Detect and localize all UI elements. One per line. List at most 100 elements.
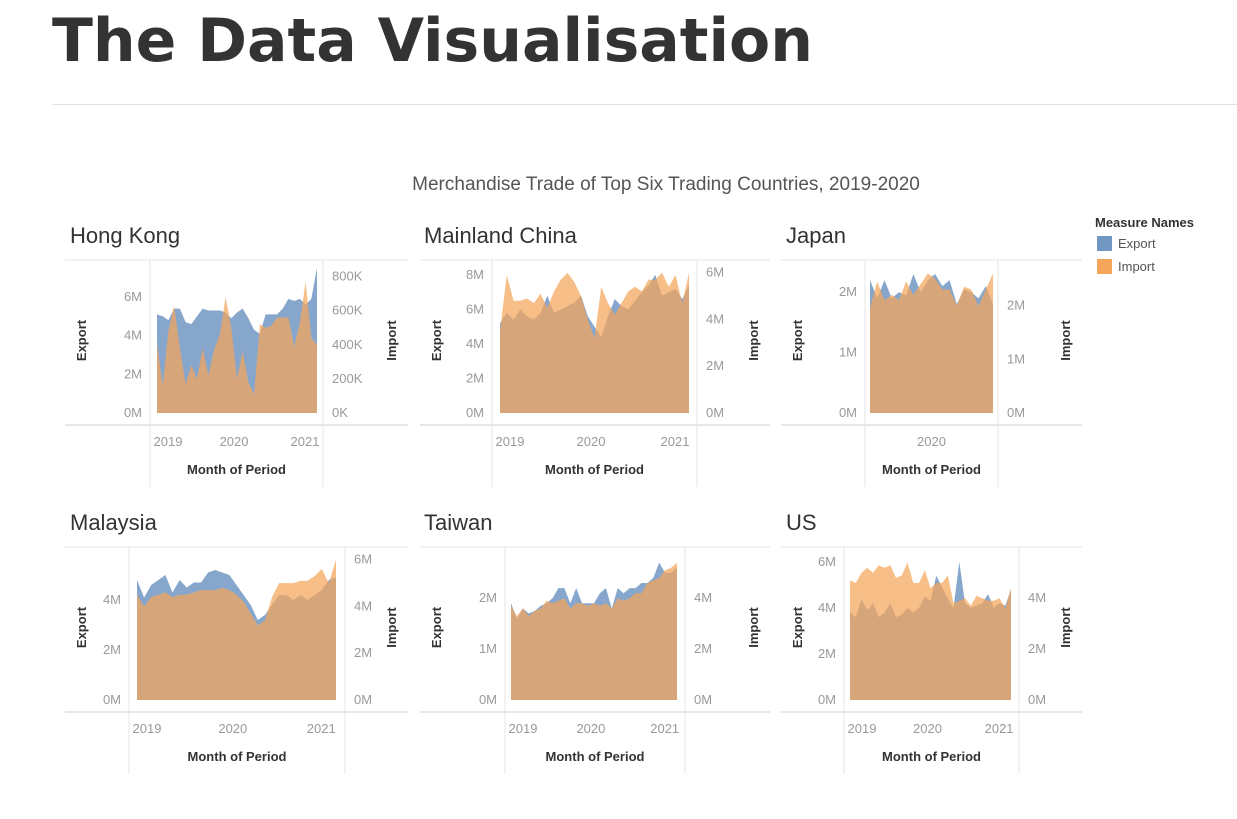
right-tick-label: 0K xyxy=(332,405,348,420)
x-tick-label: 2019 xyxy=(509,721,538,736)
x-tick-label: 2020 xyxy=(577,434,606,449)
left-tick-label: 0M xyxy=(818,692,836,707)
right-tick-label: 1M xyxy=(1007,351,1025,366)
x-tick-label: 2019 xyxy=(154,434,183,449)
panel-japan: Japan 0M 1M 2M 0M 1M 2M Export Import 2020 Month o… xyxy=(781,223,1082,487)
left-tick-label: 8M xyxy=(466,267,484,282)
x-tick-label: 2019 xyxy=(496,434,525,449)
x-tick-label: 2020 xyxy=(220,434,249,449)
right-tick-label: 2M xyxy=(1028,641,1046,656)
right-tick-label: 200K xyxy=(332,371,363,386)
y-axis-title-right: Import xyxy=(746,320,761,361)
panels: Hong Kong 0M 2M 4M 6M 0K 200K 400K 600K 800K Expor… xyxy=(65,223,1082,774)
x-axis-title: Month of Period xyxy=(882,749,981,764)
import-area xyxy=(157,281,317,413)
panel-title: Hong Kong xyxy=(70,223,180,248)
left-tick-label: 4M xyxy=(466,336,484,351)
y-axis-title-left: Export xyxy=(429,319,444,361)
x-axis-title: Month of Period xyxy=(545,462,644,477)
panel-taiwan: Taiwan 0M 1M 2M 0M 2M 4M Export Import 2019 2020 20… xyxy=(420,510,770,774)
y-axis-title-left: Export xyxy=(790,319,805,361)
y-axis-title-left: Export xyxy=(790,606,805,648)
left-tick-label: 0M xyxy=(479,692,497,707)
right-tick-label: 4M xyxy=(694,590,712,605)
import-area xyxy=(870,273,993,413)
right-tick-label: 4M xyxy=(1028,590,1046,605)
left-tick-label: 0M xyxy=(103,692,121,707)
y-axis-title-right: Import xyxy=(746,607,761,648)
x-axis-title: Month of Period xyxy=(188,749,287,764)
x-tick-label: 2020 xyxy=(576,721,605,736)
right-tick-label: 4M xyxy=(706,311,724,326)
legend-swatch-import xyxy=(1097,259,1112,274)
left-tick-label: 2M xyxy=(839,284,857,299)
y-axis-title-left: Export xyxy=(429,606,444,648)
chart-title: Merchandise Trade of Top Six Trading Cou… xyxy=(412,174,920,195)
panel-us: US 0M 2M 4M 6M 0M 2M 4M Export Import 2019 2020 2021… xyxy=(781,510,1082,774)
left-tick-label: 0M xyxy=(124,405,142,420)
legend-label-export: Export xyxy=(1118,236,1156,251)
import-area xyxy=(500,272,689,413)
import-area xyxy=(511,562,677,700)
legend-label-import: Import xyxy=(1118,259,1155,274)
panel-title: Mainland China xyxy=(424,223,578,248)
left-tick-label: 2M xyxy=(818,646,836,661)
right-tick-label: 4M xyxy=(354,598,372,613)
right-tick-label: 800K xyxy=(332,269,363,284)
x-tick-label: 2019 xyxy=(848,721,877,736)
y-axis-title-right: Import xyxy=(384,607,399,648)
left-tick-label: 2M xyxy=(103,642,121,657)
panel-title: Japan xyxy=(786,223,846,248)
x-tick-label: 2021 xyxy=(650,721,679,736)
x-axis-title: Month of Period xyxy=(882,462,981,477)
y-axis-title-left: Export xyxy=(74,606,89,648)
x-tick-label: 2021 xyxy=(307,721,336,736)
left-tick-label: 2M xyxy=(124,366,142,381)
page-title: The Data Visualisation xyxy=(52,6,813,76)
right-tick-label: 0M xyxy=(354,692,372,707)
left-tick-label: 2M xyxy=(479,590,497,605)
x-tick-label: 2019 xyxy=(133,721,162,736)
x-tick-label: 2020 xyxy=(913,721,942,736)
y-axis-title-right: Import xyxy=(1058,607,1073,648)
x-tick-label: 2021 xyxy=(661,434,690,449)
legend-swatch-export xyxy=(1097,236,1112,251)
y-axis-title-right: Import xyxy=(384,320,399,361)
x-tick-label: 2021 xyxy=(291,434,320,449)
x-axis-title: Month of Period xyxy=(187,462,286,477)
y-axis-title-right: Import xyxy=(1058,320,1073,361)
left-tick-label: 0M xyxy=(839,405,857,420)
right-tick-label: 0M xyxy=(706,405,724,420)
left-tick-label: 4M xyxy=(124,328,142,343)
right-tick-label: 600K xyxy=(332,303,363,318)
right-tick-label: 0M xyxy=(1028,692,1046,707)
title-divider xyxy=(52,104,1237,105)
left-tick-label: 4M xyxy=(818,600,836,615)
panel-malaysia: Malaysia 0M 2M 4M 0M 2M 4M 6M Export Import 2019 20… xyxy=(65,510,408,774)
left-tick-label: 4M xyxy=(103,592,121,607)
legend-title: Measure Names xyxy=(1095,215,1194,230)
right-tick-label: 6M xyxy=(354,552,372,567)
import-area xyxy=(137,559,336,700)
import-area xyxy=(850,562,1011,700)
panel-title: Malaysia xyxy=(70,510,158,535)
panel-title: US xyxy=(786,510,817,535)
right-tick-label: 2M xyxy=(694,641,712,656)
legend: Measure Names Export Import xyxy=(1095,215,1194,274)
x-axis-title: Month of Period xyxy=(546,749,645,764)
left-tick-label: 0M xyxy=(466,405,484,420)
left-tick-label: 1M xyxy=(479,641,497,656)
left-tick-label: 6M xyxy=(466,301,484,316)
right-tick-label: 2M xyxy=(354,645,372,660)
panel-title: Taiwan xyxy=(424,510,492,535)
right-tick-label: 6M xyxy=(706,265,724,280)
panel-hong-kong: Hong Kong 0M 2M 4M 6M 0K 200K 400K 600K 800K Expor… xyxy=(65,223,408,487)
y-axis-title-left: Export xyxy=(74,319,89,361)
right-tick-label: 0M xyxy=(1007,405,1025,420)
x-tick-label: 2020 xyxy=(917,434,946,449)
right-tick-label: 400K xyxy=(332,337,363,352)
panel-mainland-china: Mainland China 0M 2M 4M 6M 8M 0M 2M 4M 6M Export Im… xyxy=(420,223,770,487)
left-tick-label: 6M xyxy=(124,289,142,304)
left-tick-label: 1M xyxy=(839,345,857,360)
